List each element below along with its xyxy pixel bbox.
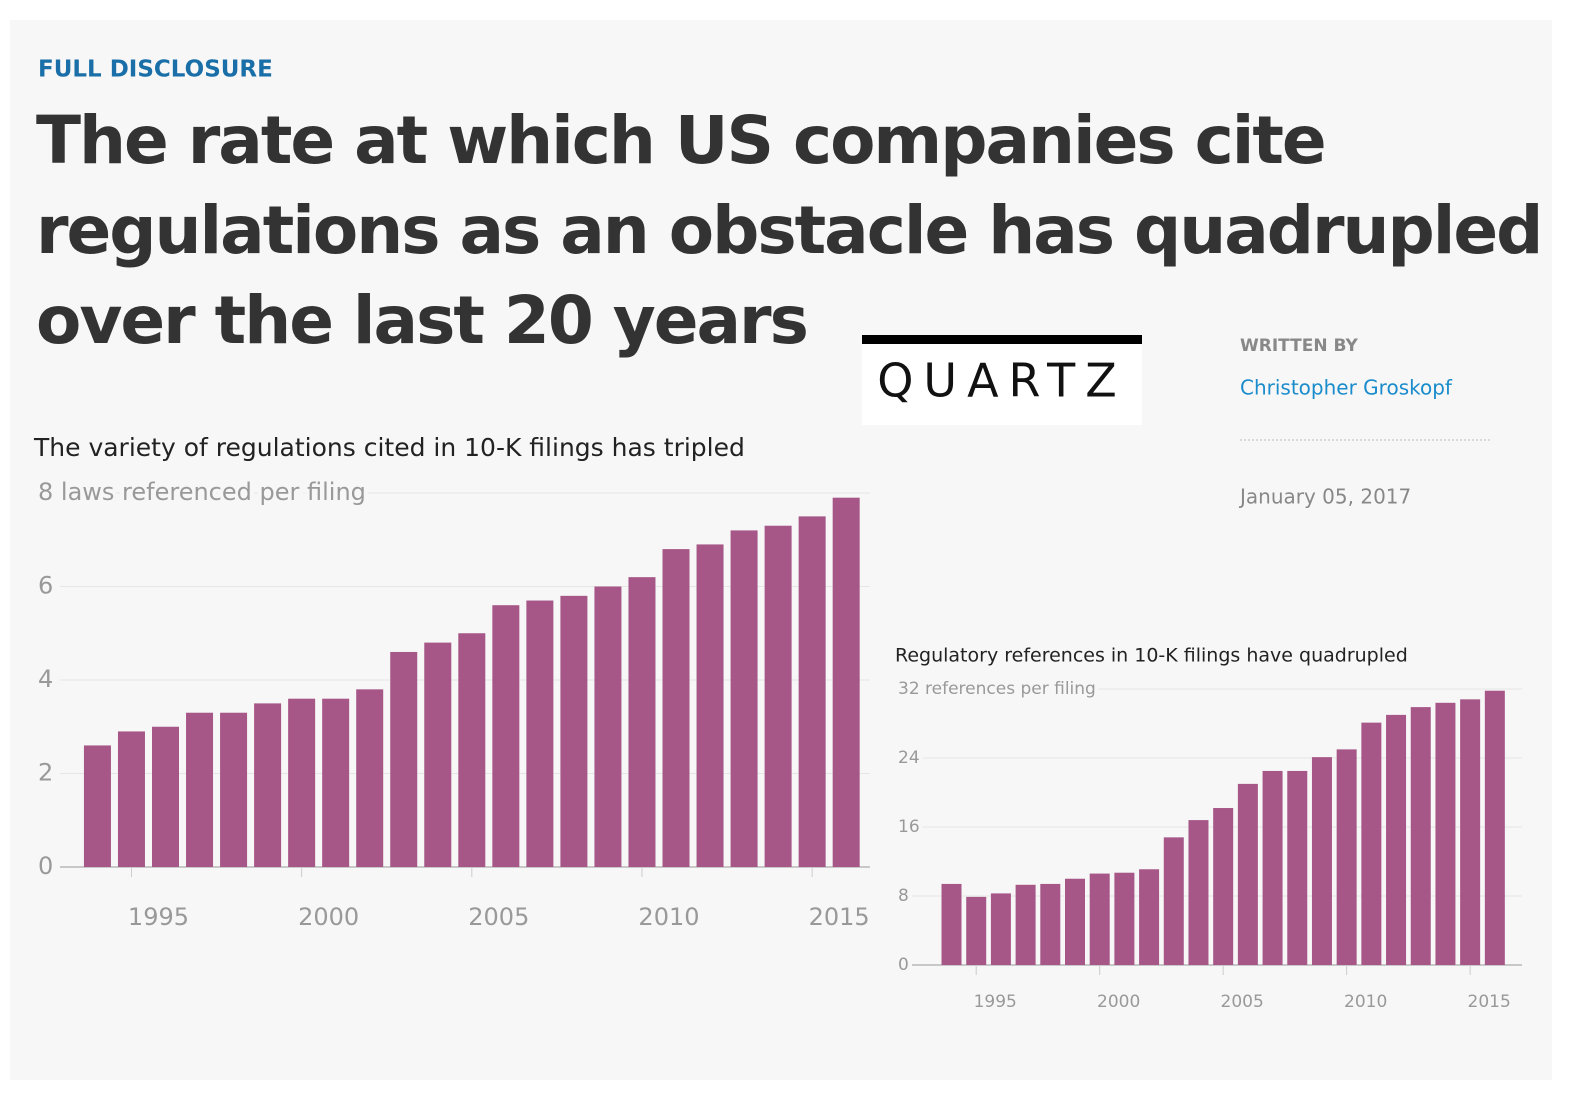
bar (1287, 770, 1308, 965)
bar (594, 586, 622, 867)
bar (458, 633, 486, 867)
bar (254, 703, 282, 867)
bar (220, 712, 248, 867)
bar (798, 516, 826, 867)
bar (390, 651, 418, 867)
y-tick-label: 24 (898, 748, 920, 768)
logo-box (862, 335, 1142, 425)
bar (764, 525, 792, 867)
y-tick-label: 8 laws referenced per filing (38, 478, 366, 506)
bar (1188, 820, 1209, 965)
x-tick-label: 2000 (298, 903, 359, 931)
bar (730, 530, 758, 867)
bar (1015, 884, 1036, 965)
bar (1460, 699, 1481, 965)
y-tick-label: 8 (898, 886, 909, 906)
bar (1139, 869, 1160, 965)
bar (1336, 749, 1357, 965)
y-tick-label: 16 (898, 817, 920, 837)
bar (1410, 707, 1431, 965)
bar (1040, 883, 1061, 965)
bar (560, 595, 588, 867)
bar (356, 689, 384, 867)
x-tick-label: 2000 (1097, 992, 1140, 1012)
bar (1262, 770, 1283, 965)
y-tick-label: 6 (38, 572, 53, 600)
logo-bar (862, 335, 1142, 344)
bar (152, 726, 180, 867)
bar (1484, 690, 1505, 965)
bar (832, 497, 860, 867)
chart-title: The variety of regulations cited in 10-K… (33, 433, 745, 462)
bar (186, 712, 214, 867)
bar (941, 883, 962, 965)
y-tick-label: 0 (38, 852, 53, 880)
kicker: FULL DISCLOSURE (38, 57, 273, 83)
y-tick-label: 2 (38, 759, 53, 787)
logo: QUARTZ (877, 354, 1127, 408)
bar (322, 698, 350, 867)
x-tick-label: 2015 (809, 903, 870, 931)
byline-label: WRITTEN BY (1240, 336, 1359, 356)
x-tick-label: 1995 (974, 992, 1017, 1012)
bar (1386, 714, 1407, 965)
bar (1237, 783, 1258, 965)
bar (990, 893, 1011, 965)
bar (1163, 837, 1184, 965)
bar (628, 577, 656, 867)
y-tick-label: 0 (898, 955, 909, 975)
bar (1089, 873, 1110, 965)
headline-box: The rate at which US companies cite regu… (36, 102, 1543, 359)
bar (117, 731, 145, 867)
author[interactable]: Christopher Groskopf (1240, 376, 1453, 400)
y-tick-label: 4 (38, 665, 53, 693)
chart-title: Regulatory references in 10-K filings ha… (895, 645, 1408, 667)
bar (526, 600, 554, 867)
y-tick-label: 32 references per filing (898, 679, 1096, 699)
bar (1064, 878, 1085, 965)
bar (492, 605, 520, 867)
bar (696, 544, 724, 867)
bar (1213, 808, 1234, 965)
x-tick-label: 2010 (1344, 992, 1387, 1012)
bar (424, 642, 452, 867)
headline: The rate at which US companies cite regu… (36, 102, 1543, 359)
bar (1311, 757, 1332, 965)
bar (662, 549, 690, 867)
x-tick-label: 2005 (468, 903, 529, 931)
bar (288, 698, 316, 867)
x-tick-label: 2015 (1468, 992, 1511, 1012)
bar (1361, 722, 1382, 965)
x-tick-label: 1995 (128, 903, 189, 931)
bar (966, 896, 987, 965)
x-tick-label: 2010 (638, 903, 699, 931)
date: January 05, 2017 (1238, 485, 1411, 509)
bar (83, 745, 111, 867)
x-tick-label: 2005 (1221, 992, 1264, 1012)
bar (1114, 872, 1135, 965)
bar (1435, 702, 1456, 965)
